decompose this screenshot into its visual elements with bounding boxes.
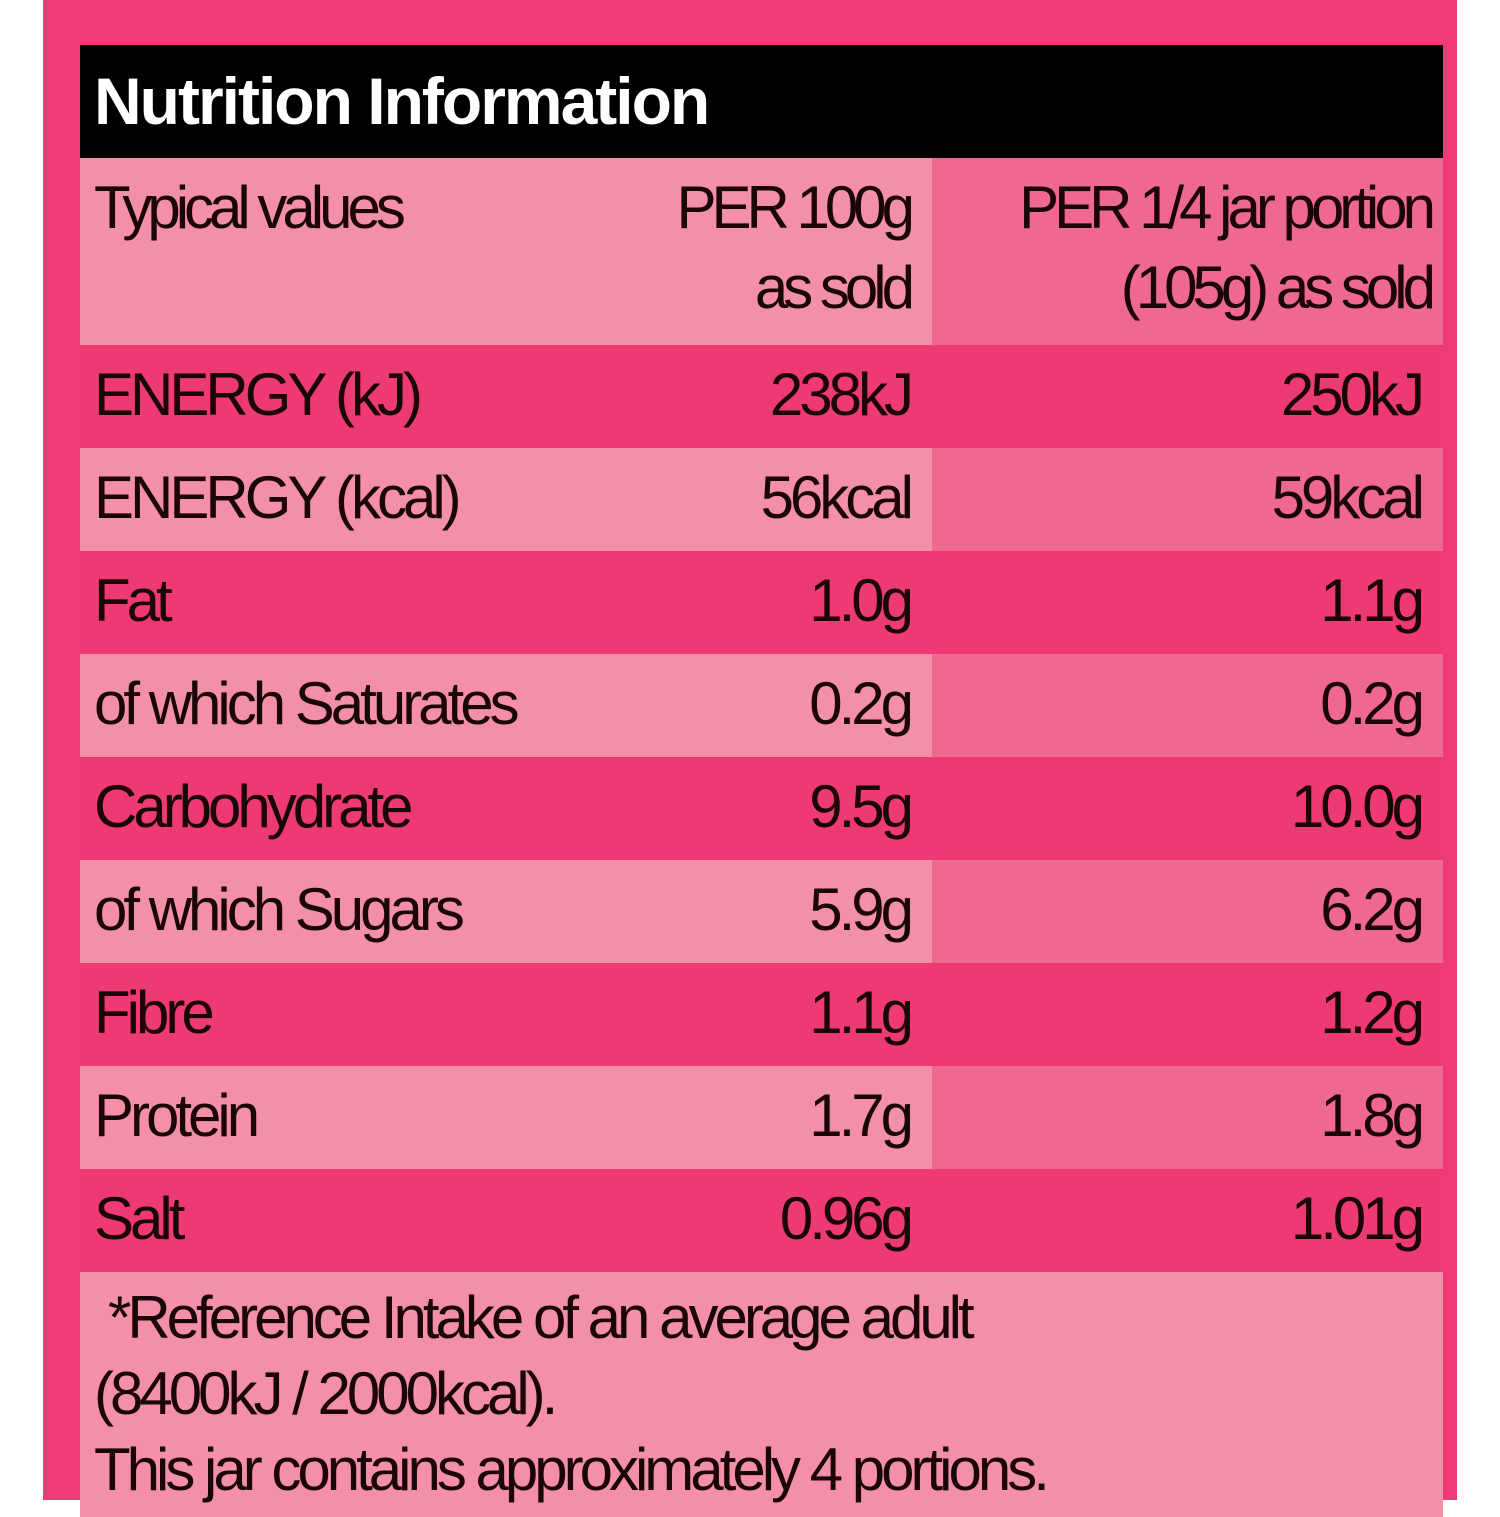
value-per-100g: 1.1g — [809, 979, 914, 1046]
value-per-100g: 238kJ — [769, 361, 914, 428]
footnote-line: (8400kJ / 2000kcal). — [94, 1360, 558, 1427]
footnote-line: *Reference Intake of an average adult — [108, 1284, 975, 1351]
nutrient-label: Salt — [94, 1185, 185, 1252]
nutrient-label: Carbohydrate — [94, 773, 414, 840]
nutrient-label: Protein — [80, 1066, 600, 1169]
footnote: *Reference Intake of an average adult (8… — [80, 1272, 1443, 1517]
table-row: of which Saturates 0.2g 0.2g — [80, 654, 1443, 757]
table-title: Nutrition Information — [80, 45, 1443, 158]
table-row: Carbohydrate 9.5g 10.0g — [80, 757, 1443, 860]
table-row: of which Sugars 5.9g 6.2g — [80, 860, 1443, 963]
nutrient-label: of which Sugars — [80, 860, 600, 963]
value-per-portion: 6.2g — [932, 860, 1443, 963]
table-row: Protein 1.7g 1.8g — [80, 1066, 1443, 1169]
nutrient-label: Fibre — [94, 979, 215, 1046]
value-per-100g: 1.0g — [809, 567, 914, 634]
table-header-row: Typical values PER 100g as sold PER 1/4 … — [80, 158, 1443, 345]
value-per-100g: 9.5g — [809, 773, 914, 840]
value-per-portion: 0.2g — [932, 654, 1443, 757]
value-per-portion: 10.0g — [1290, 773, 1425, 840]
value-per-100g: 56kcal — [600, 448, 932, 551]
value-per-100g: 5.9g — [600, 860, 932, 963]
header-per-portion-line2: (105g) as sold — [1120, 254, 1436, 321]
nutrient-label: Fat — [94, 567, 173, 634]
value-per-portion: 250kJ — [1280, 361, 1425, 428]
table-row: Fibre 1.1g 1.2g — [80, 963, 1443, 1066]
value-per-portion: 1.01g — [1290, 1185, 1425, 1252]
table-row: ENERGY (kcal) 56kcal 59kcal — [80, 448, 1443, 551]
header-typical-values: Typical values — [80, 158, 600, 345]
footnote-line: This jar contains approximately 4 portio… — [94, 1436, 1050, 1503]
value-per-100g: 0.2g — [600, 654, 932, 757]
nutrient-label: of which Saturates — [80, 654, 600, 757]
value-per-portion: 1.2g — [1320, 979, 1425, 1046]
header-per-portion: PER 1/4 jar portion (105g) as sold — [932, 158, 1443, 345]
value-per-100g: 1.7g — [600, 1066, 932, 1169]
nutrient-label: ENERGY (kJ) — [94, 361, 423, 428]
table-row: Salt 0.96g 1.01g — [80, 1169, 1443, 1272]
header-per-100g-line1: PER 100g — [676, 174, 915, 241]
nutrition-table: Nutrition Information Typical values PER… — [80, 45, 1443, 1517]
value-per-portion: 1.1g — [1320, 567, 1425, 634]
header-per-portion-line1: PER 1/4 jar portion — [1019, 174, 1436, 241]
value-per-100g: 0.96g — [779, 1185, 914, 1252]
table-row: Fat 1.0g 1.1g — [80, 551, 1443, 654]
header-per-100g: PER 100g as sold — [600, 158, 932, 345]
nutrient-label: ENERGY (kcal) — [80, 448, 600, 551]
value-per-portion: 1.8g — [932, 1066, 1443, 1169]
value-per-portion: 59kcal — [932, 448, 1443, 551]
table-row: ENERGY (kJ) 238kJ 250kJ — [80, 345, 1443, 448]
header-per-100g-line2: as sold — [754, 254, 915, 321]
